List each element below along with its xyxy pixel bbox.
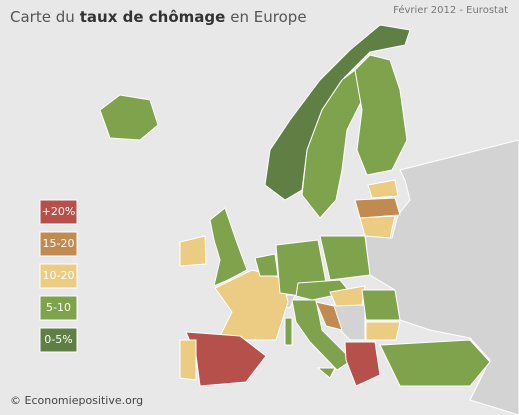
legend-label: +20% [42, 205, 76, 218]
legend-swatch [39, 231, 78, 257]
legend: +20% 15-20 10-20 5-10 0-5% [39, 199, 78, 353]
legend-swatch [39, 263, 78, 289]
legend-label: 5-10 [46, 301, 71, 314]
legend-label: 10-20 [43, 269, 75, 282]
legend-label: 15-20 [43, 237, 75, 250]
legend-swatch [39, 327, 78, 353]
legend-swatch [39, 295, 78, 321]
title-bold: taux de chômage [80, 8, 226, 26]
countries [99, 24, 519, 415]
legend-swatch [39, 199, 78, 225]
title-end: en Europe [230, 8, 306, 26]
title: Carte du taux de chômage en Europe [10, 8, 307, 26]
title-start: Carte du [10, 8, 75, 26]
legend-label: 0-5% [44, 333, 72, 346]
source: Février 2012 - Eurostat [393, 4, 508, 16]
copyright: © Economiepositive.org [10, 394, 143, 407]
